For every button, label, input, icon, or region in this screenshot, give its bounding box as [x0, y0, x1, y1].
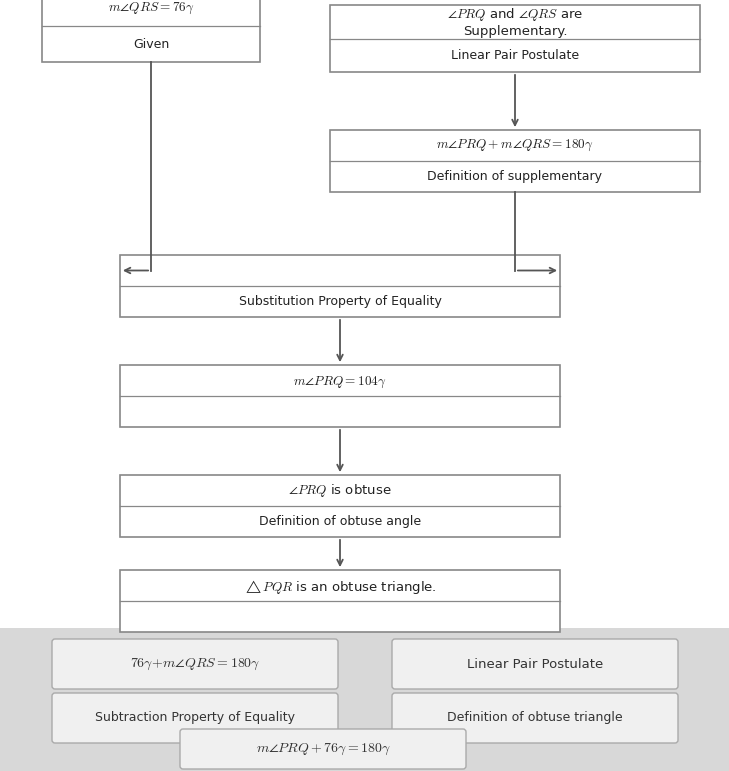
Text: Substitution Property of Equality: Substitution Property of Equality: [238, 295, 442, 308]
Text: $m\angle PRQ + 76° = 180°$: $m\angle PRQ + 76° = 180°$: [256, 742, 391, 756]
Text: $m\angle QRS = 76°$: $m\angle QRS = 76°$: [108, 1, 194, 15]
Text: Definition of obtuse triangle: Definition of obtuse triangle: [447, 712, 623, 725]
Text: Definition of obtuse angle: Definition of obtuse angle: [259, 515, 421, 528]
Bar: [120, 570, 560, 632]
Text: $\angle PRQ$ and $\angle QRS$ are
Supplementary.: $\angle PRQ$ and $\angle QRS$ are Supple…: [447, 5, 583, 38]
Bar: [330, 5, 700, 72]
Text: Definition of supplementary: Definition of supplementary: [427, 170, 602, 183]
FancyBboxPatch shape: [52, 639, 338, 689]
FancyBboxPatch shape: [180, 729, 466, 769]
Text: Given: Given: [133, 38, 169, 50]
FancyBboxPatch shape: [392, 639, 678, 689]
Text: $m\angle PRQ + m\angle QRS = 180°$: $m\angle PRQ + m\angle QRS = 180°$: [436, 138, 593, 153]
Text: $\angle PRQ$ is obtuse: $\angle PRQ$ is obtuse: [288, 482, 391, 499]
Text: $m\angle PRQ = 104°$: $m\angle PRQ = 104°$: [293, 375, 386, 390]
Text: Linear Pair Postulate: Linear Pair Postulate: [451, 49, 579, 62]
Text: $76°\!+\!m\angle QRS = 180°$: $76°\!+\!m\angle QRS = 180°$: [130, 656, 260, 672]
Text: Linear Pair Postulate: Linear Pair Postulate: [467, 658, 603, 671]
Text: Subtraction Property of Equality: Subtraction Property of Equality: [95, 712, 295, 725]
Bar: [120, 255, 560, 317]
Bar: [42, 0, 260, 62]
Text: $\triangle PQR$ is an obtuse triangle.: $\triangle PQR$ is an obtuse triangle.: [243, 578, 437, 596]
FancyBboxPatch shape: [52, 693, 338, 743]
Bar: [120, 475, 560, 537]
Bar: [330, 130, 700, 192]
FancyBboxPatch shape: [392, 693, 678, 743]
Bar: [120, 365, 560, 427]
Bar: [0, 628, 729, 771]
